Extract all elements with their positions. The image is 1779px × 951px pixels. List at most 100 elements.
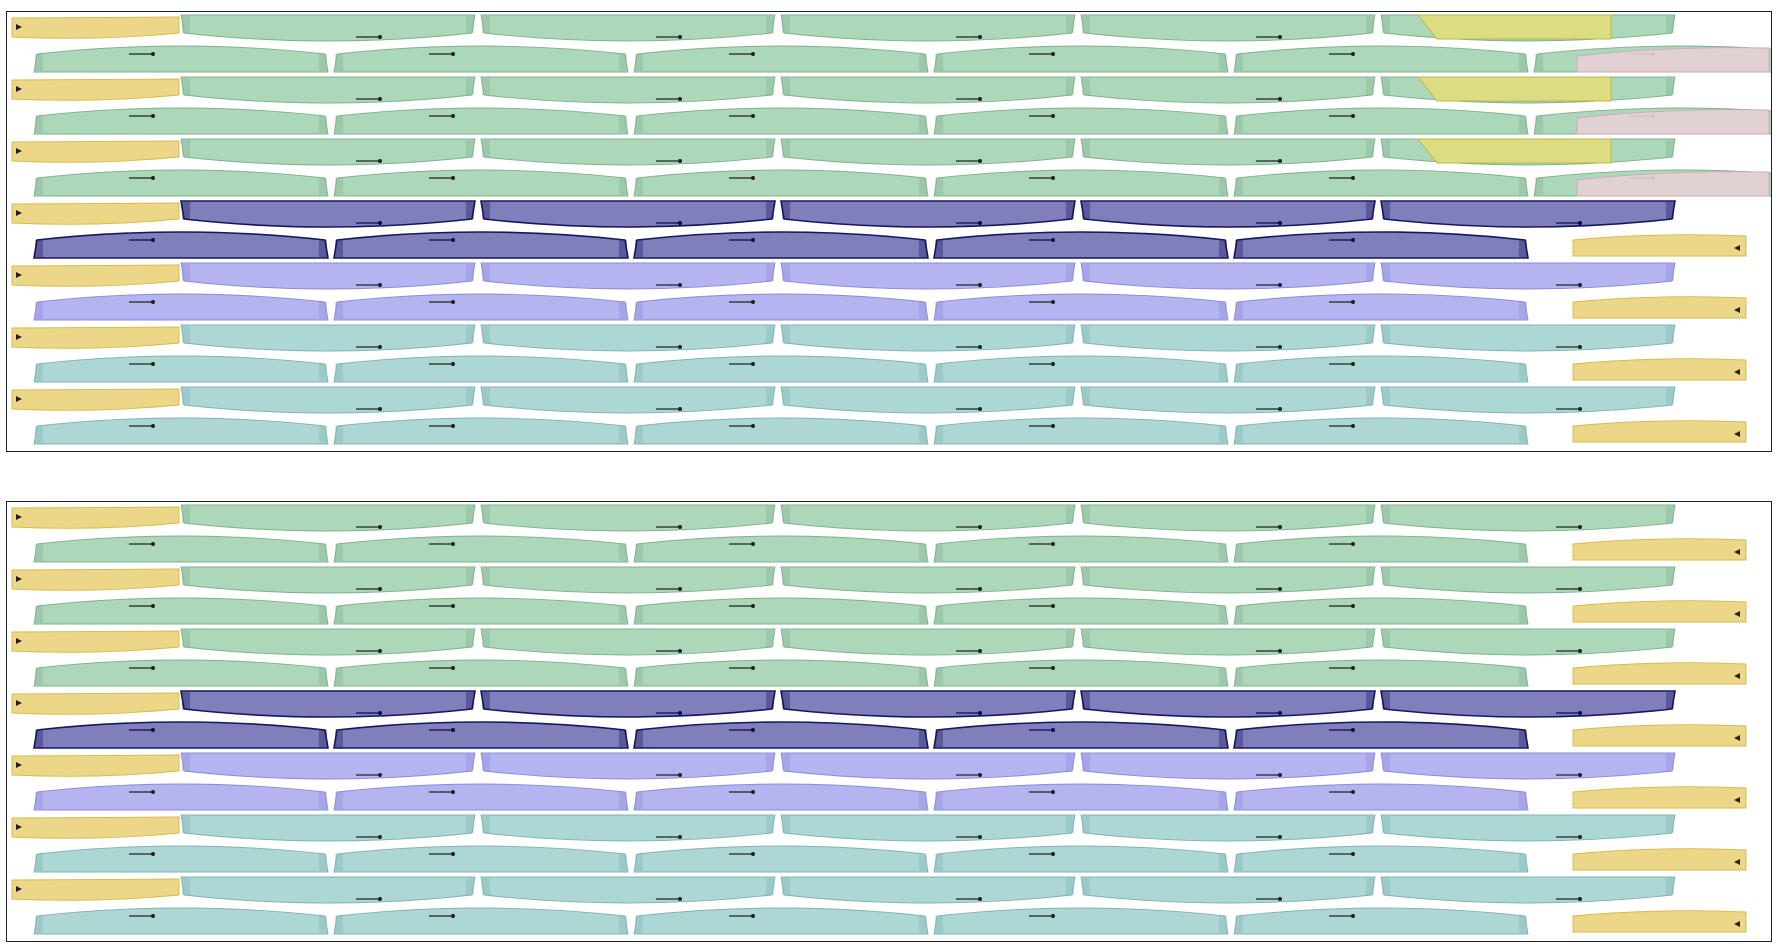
teal-segment-body [1380,814,1676,842]
segment-end-cap [482,16,490,33]
green-segment [1380,628,1676,656]
direction-marker-dot [1051,604,1055,608]
green-segment-body [780,504,1076,532]
teal-segment-body [33,845,329,873]
green-segment [780,566,1076,594]
segment-end-cap [1666,16,1674,33]
segment-end-cap [1666,326,1674,343]
end-cap-body [1572,786,1747,809]
teal-segment-body [333,907,629,935]
green-segment-body [933,107,1229,135]
teal-segment [1233,417,1529,445]
end-cap [1572,848,1747,871]
teal-segment-body [633,355,929,383]
teal-segment [1380,814,1676,842]
segment-end-cap [466,816,474,833]
green-segment [1080,138,1376,166]
navy-segment [633,721,929,749]
green-segment-body [933,45,1229,73]
start-cap-body [11,754,180,777]
direction-marker-dot [378,835,382,839]
direction-marker-dot [1578,345,1582,349]
teal-segment-body [1080,876,1376,904]
segment-end-cap [1519,426,1527,443]
segment-end-cap [635,854,643,871]
start-arrow-icon [16,210,22,216]
segment-end-cap [182,816,190,833]
direction-marker-dot [1578,649,1582,653]
direction-marker-dot [378,159,382,163]
green-segment-body [180,628,476,656]
segment-end-cap [782,878,790,895]
segment-end-cap [466,140,474,157]
direction-marker-dot [978,159,982,163]
green-segment [633,45,929,73]
segment-end-cap [319,792,327,809]
navy-segment [1380,200,1676,228]
segment-end-cap [619,116,627,133]
navy-segment-body [933,721,1229,749]
green-segment-body [480,628,776,656]
teal-segment [33,845,329,873]
segment-end-cap [935,668,943,685]
direction-marker-dot [1051,728,1055,732]
segment-end-cap [35,668,43,685]
segment-end-cap [1235,792,1243,809]
segment-end-cap [466,16,474,33]
segment-end-cap [1666,388,1674,405]
lavender-segment-body [180,262,476,290]
start-cap-body [11,264,180,287]
segment-end-cap [935,916,943,933]
lavender-segment [780,262,1076,290]
teal-segment [180,814,476,842]
start-cap-body [11,692,180,715]
segment-end-cap [335,544,343,561]
direction-marker-dot [978,711,982,715]
segment-end-cap [1066,630,1074,647]
teal-segment [633,845,929,873]
lavender-segment-body [33,293,329,321]
segment-end-cap [466,326,474,343]
segment-end-cap [182,140,190,157]
segment-end-cap [482,326,490,343]
green-segment-body [933,169,1229,197]
start-cap [11,568,180,591]
navy-segment [1233,231,1529,259]
segment-end-cap [766,568,774,585]
navy-segment [180,200,476,228]
segment-end-cap [1066,388,1074,405]
segment-end-cap [35,792,43,809]
segment-end-cap [766,506,774,523]
segment-end-cap [466,202,474,219]
segment-end-cap [1666,630,1674,647]
teal-segment [480,814,776,842]
segment-end-cap [319,668,327,685]
direction-marker-dot [1278,407,1282,411]
lavender-segment [1380,752,1676,780]
direction-marker-dot [678,345,682,349]
direction-marker-dot [1351,666,1355,670]
green-segment [633,535,929,563]
navy-segment [333,231,629,259]
segment-end-cap [482,878,490,895]
segment-end-cap [935,730,943,747]
segment-end-cap [919,854,927,871]
direction-marker-dot [751,914,755,918]
segment-end-cap [1082,692,1090,709]
green-segment-body [1233,107,1529,135]
teal-segment-body [933,355,1229,383]
segment-end-cap [482,388,490,405]
segment-end-cap [619,544,627,561]
direction-marker-dot [1578,587,1582,591]
teal-segment [333,845,629,873]
start-cap [11,140,180,163]
segment-end-cap [335,240,343,257]
segment-end-cap [935,240,943,257]
direction-marker-dot [378,773,382,777]
green-segment-body [333,169,629,197]
green-segment [1080,76,1376,104]
green-segment-body [633,659,929,687]
end-arrow-icon [1734,921,1740,927]
segment-end-cap [619,426,627,443]
segment-end-cap [1666,878,1674,895]
